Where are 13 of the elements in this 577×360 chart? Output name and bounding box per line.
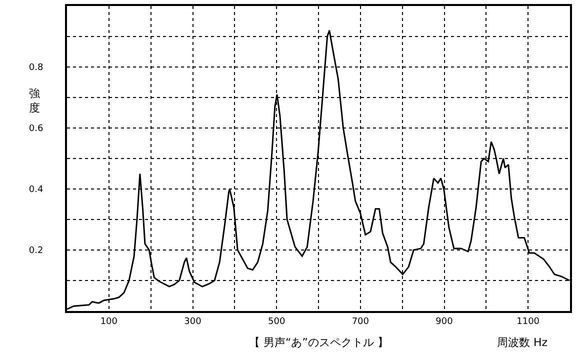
x-tick-label: 900 (436, 316, 454, 327)
x-axis-title: 【 男声“あ”のスペクトル 】 (249, 336, 388, 349)
text: 周波数 Hz (497, 336, 548, 349)
x-tick-label: 100 (100, 316, 118, 327)
y-tick-label: 0.4 (28, 185, 44, 196)
x-tick-label: 700 (352, 316, 370, 327)
x-tick-label: 1100 (516, 316, 540, 327)
y-axis-title: 強度 (29, 87, 40, 114)
y-tick-label: 0.2 (28, 246, 44, 256)
x-tick-label: 300 (184, 316, 202, 327)
x-tick-label: 500 (268, 316, 286, 327)
y-tick-label: 0.8 (28, 63, 44, 74)
y-tick-label: 0.6 (28, 124, 44, 134)
